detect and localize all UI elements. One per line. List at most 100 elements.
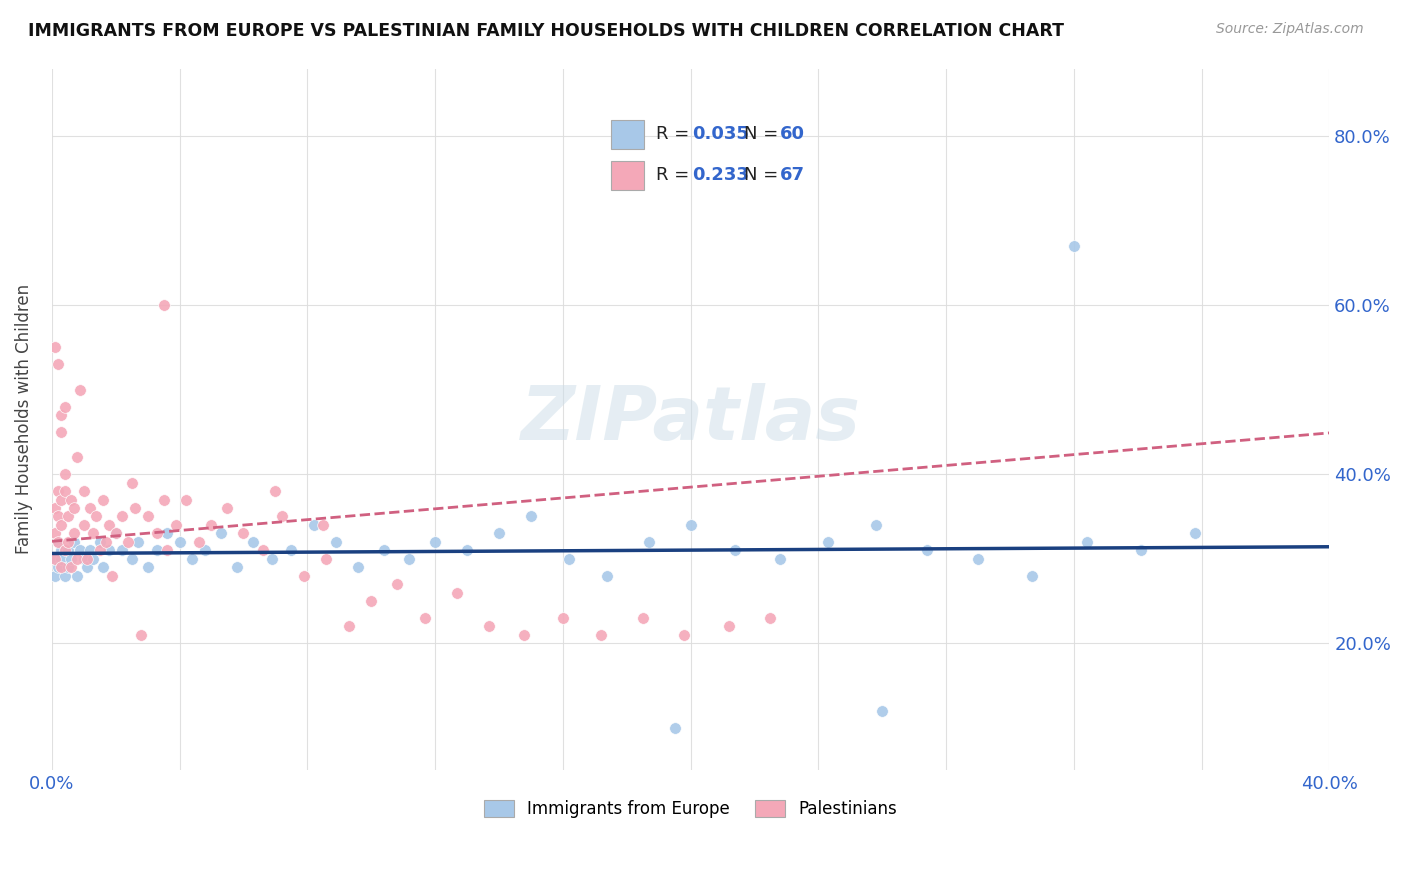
Text: R =: R = bbox=[657, 125, 695, 144]
Point bbox=[89, 543, 111, 558]
Point bbox=[264, 484, 287, 499]
Point bbox=[69, 543, 91, 558]
Point bbox=[360, 594, 382, 608]
Point bbox=[558, 551, 581, 566]
Point bbox=[44, 568, 66, 582]
Point bbox=[111, 509, 134, 524]
Point bbox=[82, 551, 104, 566]
Text: 60: 60 bbox=[780, 125, 806, 144]
Point bbox=[44, 340, 66, 354]
Point bbox=[262, 551, 284, 566]
Point bbox=[513, 628, 536, 642]
Point bbox=[232, 526, 254, 541]
Point bbox=[51, 408, 73, 422]
Point bbox=[664, 721, 686, 735]
Point bbox=[1076, 534, 1098, 549]
Point bbox=[638, 534, 661, 549]
Point bbox=[337, 619, 360, 633]
Bar bbox=[610, 120, 644, 149]
Point bbox=[76, 551, 98, 566]
Point bbox=[446, 585, 468, 599]
Legend: Immigrants from Europe, Palestinians: Immigrants from Europe, Palestinians bbox=[477, 793, 904, 825]
Point bbox=[129, 628, 152, 642]
Point bbox=[759, 611, 782, 625]
Point bbox=[127, 534, 149, 549]
Point bbox=[104, 526, 127, 541]
Point bbox=[63, 526, 86, 541]
Point bbox=[46, 534, 69, 549]
Point bbox=[51, 517, 73, 532]
Point bbox=[724, 543, 747, 558]
Point bbox=[44, 501, 66, 516]
Point bbox=[398, 551, 420, 566]
Point bbox=[86, 509, 108, 524]
Point bbox=[53, 467, 76, 482]
Point bbox=[56, 543, 79, 558]
Point bbox=[76, 560, 98, 574]
Text: 0.035: 0.035 bbox=[692, 125, 749, 144]
Point bbox=[385, 577, 408, 591]
Point bbox=[44, 526, 66, 541]
Point bbox=[46, 560, 69, 574]
Point bbox=[165, 517, 187, 532]
Point bbox=[156, 543, 179, 558]
Point bbox=[73, 517, 96, 532]
Point bbox=[169, 534, 191, 549]
Point bbox=[870, 704, 893, 718]
Point bbox=[53, 568, 76, 582]
Point bbox=[59, 492, 82, 507]
Point bbox=[46, 534, 69, 549]
Point bbox=[66, 551, 89, 566]
Point bbox=[312, 517, 335, 532]
Point bbox=[66, 568, 89, 582]
Point bbox=[325, 534, 347, 549]
Text: 0.233: 0.233 bbox=[692, 166, 749, 185]
Point bbox=[46, 484, 69, 499]
Point bbox=[187, 534, 209, 549]
Text: Source: ZipAtlas.com: Source: ZipAtlas.com bbox=[1216, 22, 1364, 37]
Bar bbox=[610, 161, 644, 190]
Point bbox=[302, 517, 325, 532]
Point bbox=[591, 628, 613, 642]
Point bbox=[66, 450, 89, 465]
Point bbox=[51, 492, 73, 507]
Point bbox=[91, 492, 114, 507]
Point bbox=[98, 543, 121, 558]
Point bbox=[69, 383, 91, 397]
Point bbox=[59, 560, 82, 574]
Point bbox=[51, 560, 73, 574]
Point bbox=[53, 543, 76, 558]
Point bbox=[136, 560, 159, 574]
Point bbox=[44, 551, 66, 566]
Point bbox=[98, 517, 121, 532]
Point bbox=[226, 560, 249, 574]
Text: N =: N = bbox=[745, 166, 785, 185]
Point bbox=[89, 534, 111, 549]
Point bbox=[79, 501, 101, 516]
Text: IMMIGRANTS FROM EUROPE VS PALESTINIAN FAMILY HOUSEHOLDS WITH CHILDREN CORRELATIO: IMMIGRANTS FROM EUROPE VS PALESTINIAN FA… bbox=[28, 22, 1064, 40]
Point bbox=[865, 517, 887, 532]
Point bbox=[292, 568, 315, 582]
Point bbox=[146, 543, 169, 558]
Point bbox=[51, 425, 73, 439]
Y-axis label: Family Households with Children: Family Households with Children bbox=[15, 285, 32, 554]
Point bbox=[56, 560, 79, 574]
Point bbox=[94, 534, 117, 549]
Point bbox=[181, 551, 204, 566]
Point bbox=[1184, 526, 1206, 541]
Point bbox=[1021, 568, 1043, 582]
Point bbox=[423, 534, 446, 549]
Point bbox=[63, 534, 86, 549]
Point bbox=[817, 534, 839, 549]
Point bbox=[136, 509, 159, 524]
Point bbox=[73, 551, 96, 566]
Point bbox=[152, 298, 174, 312]
Text: 67: 67 bbox=[780, 166, 806, 185]
Point bbox=[488, 526, 510, 541]
Point bbox=[217, 501, 239, 516]
Point bbox=[121, 551, 143, 566]
Point bbox=[252, 543, 274, 558]
Point bbox=[174, 492, 197, 507]
Point bbox=[91, 560, 114, 574]
Point bbox=[679, 517, 702, 532]
